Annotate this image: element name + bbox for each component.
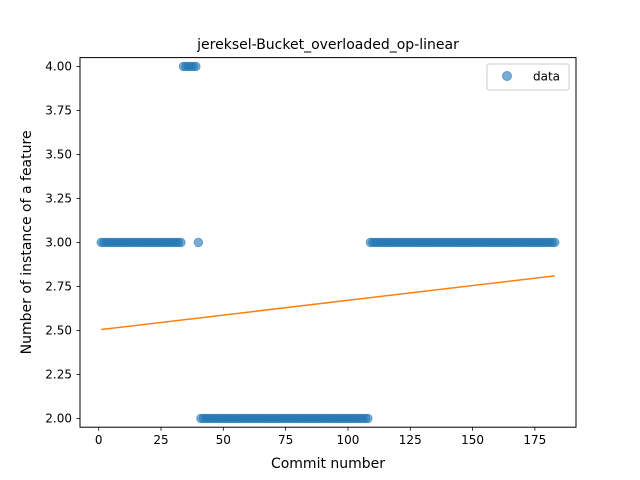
legend: data	[486, 63, 570, 91]
y-tick-label: 2.25	[45, 368, 72, 382]
x-tick-label: 125	[399, 433, 422, 447]
data-point	[363, 413, 373, 424]
x-tick-label: 150	[461, 433, 484, 447]
data-point	[550, 237, 560, 248]
y-tick-label: 3.00	[45, 236, 72, 250]
data-point	[191, 61, 201, 72]
x-tick-label: 75	[278, 433, 293, 447]
y-tick-label: 2.00	[45, 412, 72, 426]
chart-title: jereksel-Bucket_overloaded_op-linear	[196, 37, 459, 53]
x-axis: 0 25 50 75 100 125 150 175	[95, 427, 546, 447]
legend-frame	[486, 63, 570, 91]
x-tick-label: 100	[336, 433, 359, 447]
x-tick-label: 0	[95, 433, 103, 447]
x-tick-label: 50	[216, 433, 231, 447]
y-tick-label: 3.75	[45, 104, 72, 118]
y-tick-label: 2.75	[45, 280, 72, 294]
y-tick-label: 2.50	[45, 324, 72, 338]
legend-marker	[502, 71, 512, 81]
data-point	[176, 237, 186, 248]
fit-layer	[101, 275, 555, 331]
y-axis: 2.00 2.25 2.50 2.75 3.00 3.25 3.50 3.75 4.00	[45, 60, 80, 426]
y-tick-label: 4.00	[45, 60, 72, 74]
x-axis-label: Commit number	[271, 456, 385, 472]
y-tick-label: 3.50	[45, 148, 72, 162]
legend-label: data	[533, 70, 560, 84]
y-axis-label: Number of instance of a feature	[19, 130, 35, 354]
plot-marks	[96, 61, 560, 424]
y-tick-label: 3.25	[45, 192, 72, 206]
data-point	[193, 237, 204, 248]
fit-line	[101, 275, 555, 331]
x-tick-label: 175	[523, 433, 546, 447]
x-tick-label: 25	[153, 433, 168, 447]
